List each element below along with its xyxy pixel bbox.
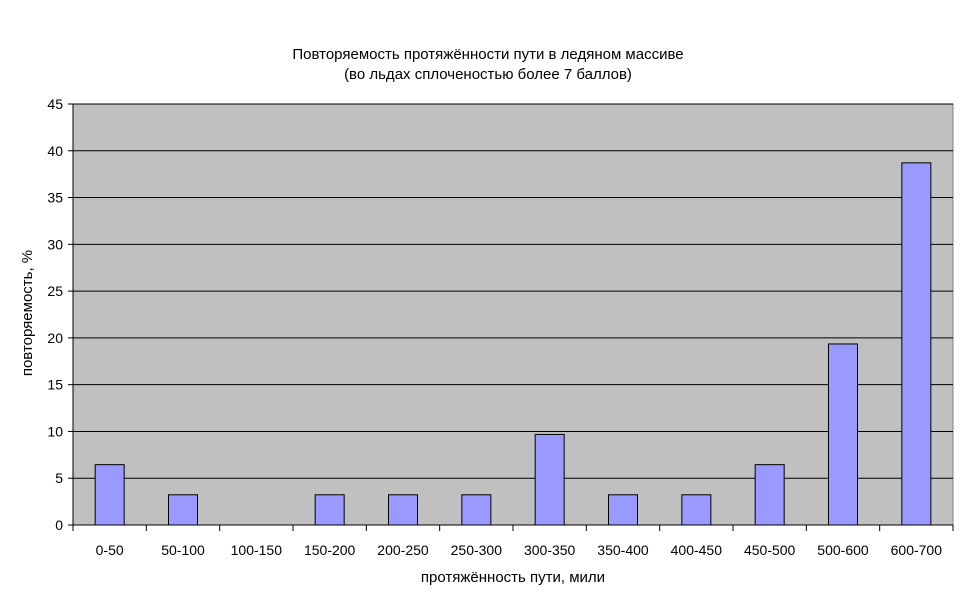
gridlines xyxy=(73,103,953,479)
x-tick-label: 350-400 xyxy=(597,542,649,558)
x-tick-label: 100-150 xyxy=(231,542,283,558)
x-tick-label: 450-500 xyxy=(744,542,796,558)
bar-600-700 xyxy=(901,162,932,526)
bar-50-100 xyxy=(168,494,198,526)
y-tick-label: 35 xyxy=(47,190,63,206)
bar-500-600 xyxy=(828,343,858,526)
bar-300-350 xyxy=(534,433,565,526)
x-tick-label: 600-700 xyxy=(891,542,943,558)
y-tick-label: 5 xyxy=(55,470,63,486)
bar-450-500 xyxy=(754,464,785,526)
x-tick-label: 200-250 xyxy=(377,542,429,558)
axes xyxy=(68,103,954,531)
y-tick-label: 45 xyxy=(47,96,63,112)
x-axis-label: протяжённость пути, мили xyxy=(421,569,605,586)
bar-150-200 xyxy=(314,494,345,526)
y-tick-label: 15 xyxy=(47,377,63,393)
x-tick-label: 50-100 xyxy=(161,542,205,558)
y-tick-label: 40 xyxy=(47,143,63,159)
y-tick-label: 20 xyxy=(47,330,63,346)
x-tick-labels: 0-50 50-100 100-150 150-200 200-250 250-300 30… xyxy=(96,542,943,558)
bar-0-50 xyxy=(94,464,125,526)
plot-area xyxy=(72,103,954,526)
y-axis-label: повторяемость, % xyxy=(19,250,36,376)
y-tick-label: 25 xyxy=(47,283,63,299)
chart-subtitle: (во льдах сплоченостью более 7 баллов) xyxy=(344,66,632,83)
bar-200-250 xyxy=(388,494,418,526)
bar-350-400 xyxy=(608,494,638,526)
x-tick-label: 300-350 xyxy=(524,542,576,558)
x-tick-label: 500-600 xyxy=(817,542,869,558)
bars xyxy=(94,162,932,526)
x-tick-label: 400-450 xyxy=(671,542,723,558)
y-tick-label: 0 xyxy=(55,517,63,533)
x-tick-label: 0-50 xyxy=(96,542,124,558)
bar-400-450 xyxy=(681,494,712,526)
chart-title: Повторяемость протяжённости пути в ледян… xyxy=(292,46,683,63)
y-tick-labels: 0 5 10 15 20 25 30 35 40 45 xyxy=(47,96,63,533)
y-tick-label: 30 xyxy=(47,236,63,252)
x-tick-label: 250-300 xyxy=(451,542,503,558)
x-tick-label: 150-200 xyxy=(304,542,356,558)
y-tick-label: 10 xyxy=(47,423,63,439)
bar-250-300 xyxy=(461,494,492,526)
